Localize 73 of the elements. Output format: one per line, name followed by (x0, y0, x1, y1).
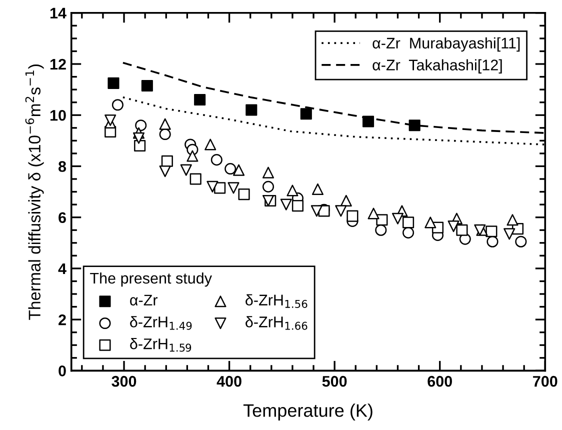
point (134, 140, 146, 152)
legend-label: δ-ZrH$_{1.56}$ (246, 294, 308, 308)
point (408, 120, 420, 132)
point (135, 120, 147, 132)
point (368, 208, 380, 220)
x-axis-title: Temperature (K) (243, 404, 372, 420)
point (375, 224, 387, 236)
point (190, 173, 202, 185)
legend-label: δ-ZrH$_{1.59}$ (130, 338, 192, 352)
point (312, 183, 324, 195)
point (180, 164, 192, 176)
y-axis-title: Thermal diffusivity δ (x10$^{−6}$m$^{2}$s$^{−1}$) (25, 64, 44, 320)
point (159, 128, 171, 140)
point (346, 210, 358, 222)
point (246, 104, 258, 116)
point (292, 200, 304, 212)
point (402, 226, 414, 238)
legend-label: α-Zr Murabayashi[11] (372, 37, 520, 52)
point (262, 194, 274, 206)
legend-label: δ-ZrH$_{1.49}$ (130, 316, 192, 330)
point (186, 150, 198, 162)
legend-label: α-Zr Takahashi[12] (372, 59, 502, 74)
point (376, 214, 388, 226)
point (132, 132, 145, 144)
point (228, 182, 240, 194)
point (159, 118, 171, 130)
point (515, 236, 527, 248)
point (159, 166, 171, 178)
y-tick-label: 10 (50, 110, 66, 121)
point (402, 216, 414, 228)
point (335, 205, 347, 217)
point (262, 180, 274, 192)
legend-label: δ-ZrH$_{1.66}$ (246, 316, 308, 330)
point (392, 212, 404, 224)
point (310, 205, 322, 217)
legend-label: α-Zr (130, 294, 158, 306)
x-tick-label: 400 (216, 376, 242, 387)
point (104, 114, 116, 126)
point (506, 214, 518, 226)
point (362, 116, 374, 128)
x-tick-label: 500 (322, 376, 347, 387)
point (112, 99, 124, 111)
y-tick-label: 12 (50, 58, 66, 70)
y-tick-label: 4 (58, 263, 66, 274)
x-tick-label: 300 (112, 376, 136, 387)
x-tick-label: 600 (428, 376, 452, 387)
point (300, 108, 312, 120)
x-tick-label: 700 (533, 376, 558, 387)
point (206, 180, 218, 192)
point (456, 224, 468, 236)
point (486, 236, 498, 248)
point (262, 166, 274, 178)
point (280, 198, 292, 210)
point (108, 77, 120, 89)
point (486, 226, 498, 238)
point (141, 80, 153, 92)
point (232, 164, 245, 176)
y-tick-label: 8 (58, 161, 66, 172)
point (238, 188, 250, 200)
point (161, 155, 173, 167)
point (194, 94, 206, 106)
y-tick-label: 6 (58, 212, 66, 224)
point (204, 138, 216, 150)
point (448, 220, 460, 232)
point (504, 228, 516, 240)
y-tick-label: 2 (58, 314, 66, 326)
point (286, 184, 298, 196)
legend-title: The present study (90, 272, 212, 287)
point (424, 216, 436, 228)
point (210, 154, 222, 166)
y-tick-label: 14 (50, 8, 66, 18)
y-tick-label: 0 (58, 366, 66, 376)
point (224, 163, 236, 175)
